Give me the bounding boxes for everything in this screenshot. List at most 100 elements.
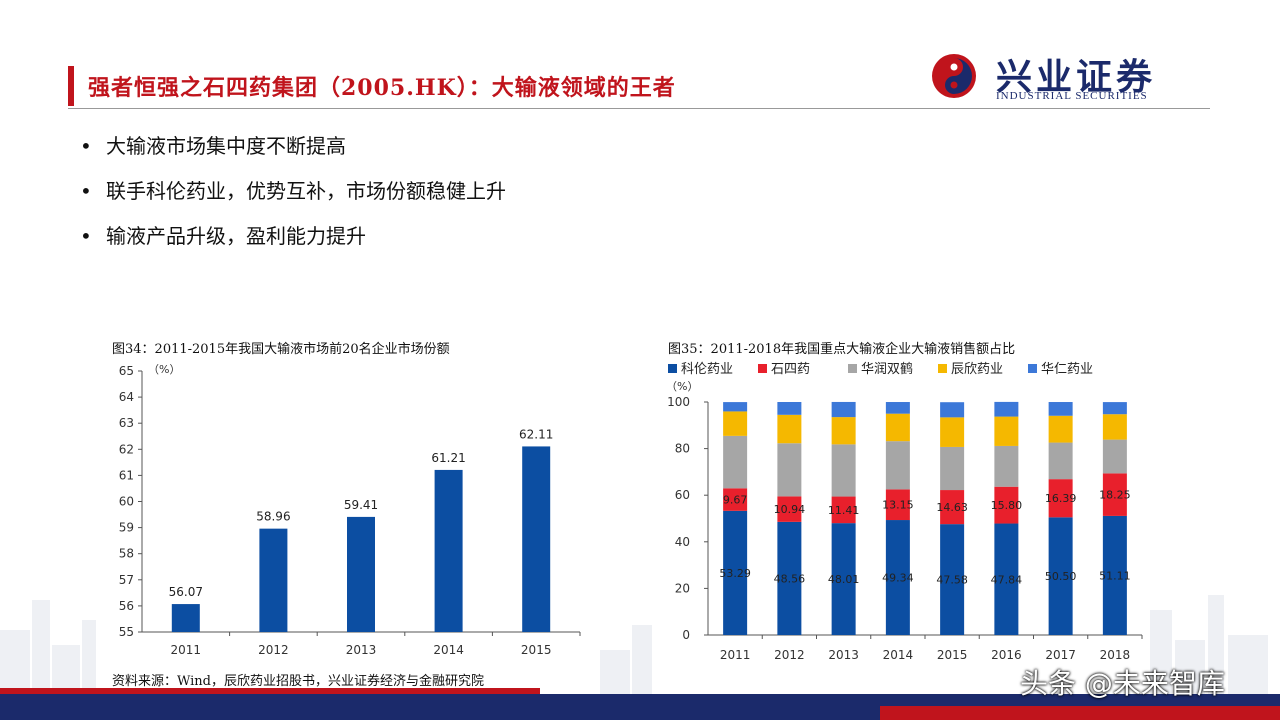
x-tick-label: 2017 xyxy=(1045,648,1076,662)
y-tick-label: 63 xyxy=(119,416,134,430)
bullet-text: 输液产品升级，盈利能力提升 xyxy=(106,224,366,248)
y-unit-label: （%） xyxy=(148,363,180,376)
stack-segment xyxy=(831,496,856,524)
stack-segment xyxy=(885,441,910,490)
stack-segment xyxy=(1102,439,1127,474)
stack-segment xyxy=(723,510,748,635)
y-tick-label: 55 xyxy=(119,625,134,639)
segment-value-label: 48.56 xyxy=(774,572,806,585)
stack-segment xyxy=(994,523,1019,635)
legend-label: 华润双鹤 xyxy=(861,361,913,377)
x-tick-label: 2012 xyxy=(258,643,289,657)
x-tick-label: 2016 xyxy=(991,648,1022,662)
x-tick-label: 2012 xyxy=(774,648,805,662)
stack-segment xyxy=(1048,479,1073,518)
bar xyxy=(434,469,463,632)
y-tick-label: 56 xyxy=(119,599,134,613)
y-tick-label: 61 xyxy=(119,468,134,482)
chart1-title: 图34：2011-2015年我国大输液市场前20名企业市场份额 xyxy=(112,342,450,357)
stack-segment xyxy=(831,444,856,497)
segment-value-label: 47.58 xyxy=(936,574,968,587)
bar xyxy=(259,528,288,632)
footer-red-stripe xyxy=(0,688,540,694)
y-unit-label: （%） xyxy=(666,380,698,393)
stack-segment xyxy=(723,435,748,489)
stack-segment xyxy=(723,488,748,511)
y-tick-label: 58 xyxy=(119,547,134,561)
y-tick-label: 40 xyxy=(675,535,690,549)
bullet-text: 大输液市场集中度不断提高 xyxy=(106,134,346,158)
stack-segment xyxy=(940,417,965,447)
y-tick-label: 20 xyxy=(675,581,690,595)
legend-swatch xyxy=(938,364,947,373)
segment-value-label: 49.34 xyxy=(882,572,914,585)
stack-segment xyxy=(994,486,1019,524)
logo-chinese-text: 兴业证券 xyxy=(996,56,1157,98)
stack-segment xyxy=(885,489,910,521)
stack-segment xyxy=(831,417,856,445)
stack-segment xyxy=(940,524,965,635)
bar xyxy=(522,446,551,632)
bar-value-label: 61.21 xyxy=(431,451,465,465)
segment-value-label: 47.84 xyxy=(991,573,1023,586)
bullet-item: • 输液产品升级，盈利能力提升 xyxy=(80,214,506,259)
y-tick-label: 60 xyxy=(675,488,690,502)
legend-label: 石四药 xyxy=(771,362,810,377)
stack-segment xyxy=(940,490,965,525)
y-tick-label: 100 xyxy=(667,395,690,409)
segment-value-label: 48.01 xyxy=(828,573,860,586)
bar xyxy=(171,604,200,632)
stack-segment xyxy=(994,401,1019,417)
segment-value-label: 15.80 xyxy=(991,499,1023,512)
title-accent-bar xyxy=(68,66,74,106)
segment-value-label: 53.29 xyxy=(719,567,751,580)
legend-swatch xyxy=(1028,364,1037,373)
bar-value-label: 58.96 xyxy=(256,510,290,524)
y-tick-label: 62 xyxy=(119,442,134,456)
y-tick-label: 60 xyxy=(119,495,134,509)
bullet-dot-icon: • xyxy=(80,134,92,158)
bar xyxy=(347,516,375,632)
stack-segment xyxy=(1048,415,1073,443)
segment-value-label: 16.39 xyxy=(1045,492,1077,505)
x-tick-label: 2015 xyxy=(521,643,552,657)
stack-segment xyxy=(994,445,1019,487)
y-tick-label: 0 xyxy=(682,628,690,642)
company-logo: 兴业证券 INDUSTRIAL SECURITIES xyxy=(930,48,1190,108)
bullet-item: • 大输液市场集中度不断提高 xyxy=(80,124,506,169)
stack-segment xyxy=(723,402,748,412)
footer-red-block xyxy=(880,706,1280,720)
bullet-text: 联手科伦药业，优势互补，市场份额稳健上升 xyxy=(106,179,506,203)
y-tick-label: 59 xyxy=(119,521,134,535)
logo-swirl-icon xyxy=(932,54,976,98)
stack-segment xyxy=(1102,515,1127,635)
stack-segment xyxy=(831,401,856,418)
segment-value-label: 10.94 xyxy=(774,503,806,516)
bullet-item: • 联手科伦药业，优势互补，市场份额稳健上升 xyxy=(80,169,506,214)
stack-segment xyxy=(777,402,802,415)
bullet-list: • 大输液市场集中度不断提高 • 联手科伦药业，优势互补，市场份额稳健上升 • 输液产… xyxy=(80,124,506,259)
stack-segment xyxy=(1102,473,1127,516)
source-note: 资料来源：Wind，辰欣药业招股书，兴业证券经济与金融研究院 xyxy=(112,674,484,689)
bar-value-label: 62.11 xyxy=(519,427,553,441)
stack-segment xyxy=(1048,402,1073,416)
y-tick-label: 64 xyxy=(119,390,134,404)
stack-segment xyxy=(831,523,856,635)
x-tick-label: 2011 xyxy=(720,648,751,662)
y-tick-label: 65 xyxy=(119,364,134,378)
stack-segment xyxy=(1048,517,1073,635)
stack-segment xyxy=(723,411,748,436)
x-tick-label: 2011 xyxy=(171,643,202,657)
stack-segment xyxy=(885,520,910,635)
legend-label: 科伦药业 xyxy=(681,362,733,377)
stack-segment xyxy=(1102,402,1127,415)
stack-segment xyxy=(777,496,802,522)
segment-value-label: 13.15 xyxy=(882,499,914,512)
bullet-dot-icon: • xyxy=(80,179,92,203)
x-tick-label: 2015 xyxy=(937,648,968,662)
x-tick-label: 2013 xyxy=(346,643,377,657)
page-title: 强者恒强之石四药集团（2005.HK）：大输液领域的王者 xyxy=(88,75,676,101)
stack-segment xyxy=(1102,414,1127,440)
title-divider xyxy=(68,108,1210,109)
stack-segment xyxy=(940,402,965,418)
